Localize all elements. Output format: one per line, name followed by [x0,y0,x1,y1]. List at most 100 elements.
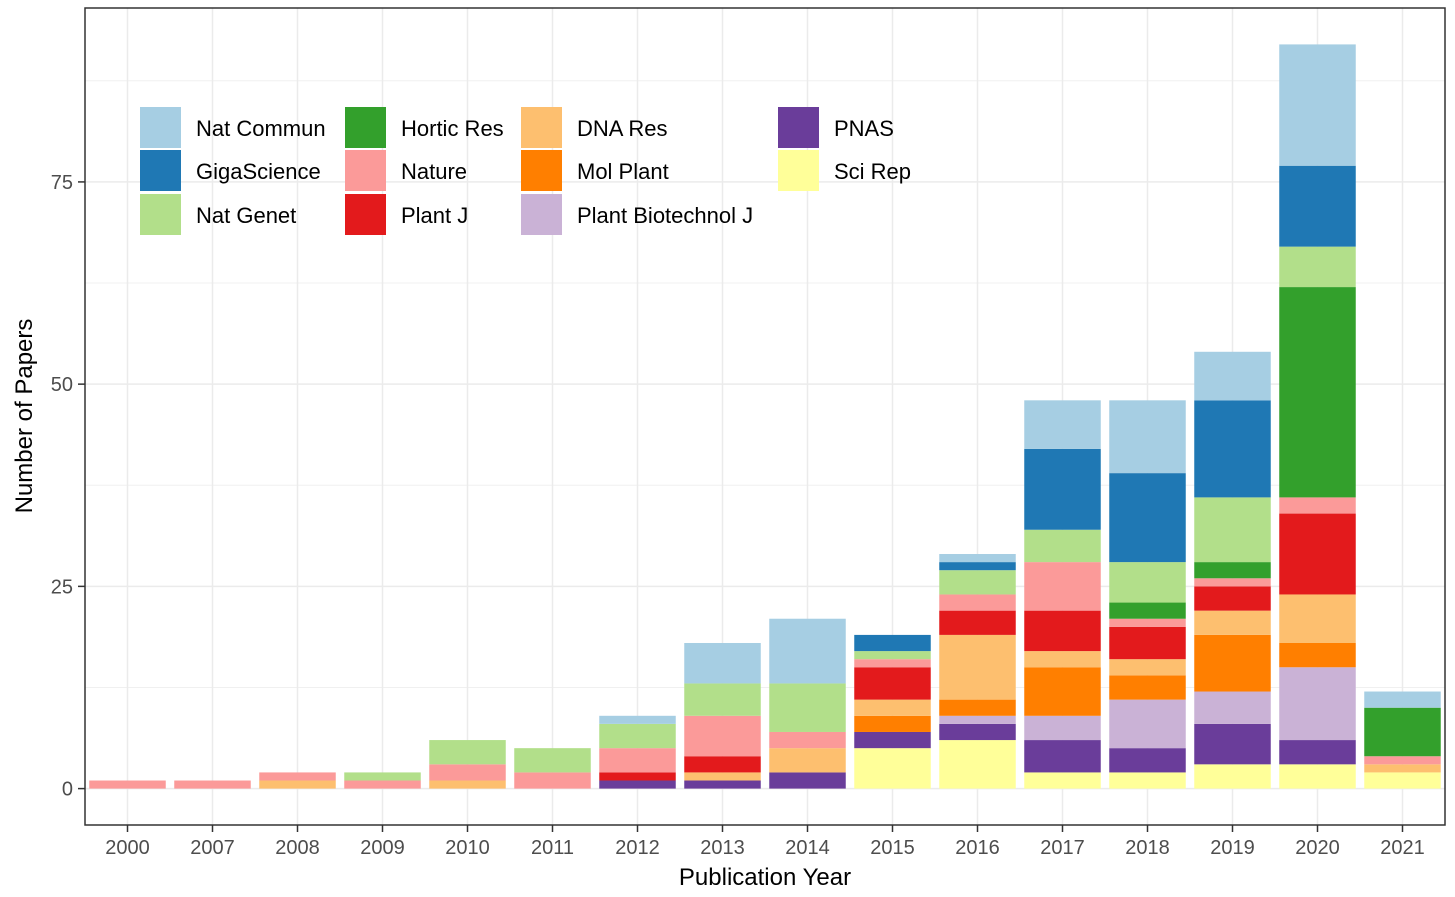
bar-segment [684,756,761,773]
bar-segment [1279,667,1356,741]
bar-segment [259,772,336,781]
legend-label: Plant J [401,203,468,228]
bar-segment [1024,562,1101,611]
bar-segment [1024,529,1101,563]
bar-segment [1364,772,1441,789]
legend-swatch [778,107,819,148]
bar-segment [1109,626,1186,660]
x-tick-label: 2017 [1040,837,1085,859]
bar-segment [939,610,1016,635]
bar-segment [939,554,1016,563]
bar-segment [854,731,931,749]
bar-segment [1279,764,1356,789]
bar-segment [769,731,846,749]
bar-segment [514,772,591,789]
bar-segment [1024,448,1101,530]
legend-label: Mol Plant [577,159,669,184]
bar-segment [769,683,846,732]
bar-segment [1279,287,1356,498]
legend-swatch [521,107,562,148]
bar-segment [174,780,251,789]
bar-segment [1194,497,1271,563]
bar-segment [684,683,761,716]
y-tick-label: 50 [51,374,73,396]
bar-segment [599,748,676,773]
bar-segment [599,780,676,789]
bar-segment [599,723,676,749]
x-tick-label: 2008 [275,837,320,859]
bar-segment [1109,659,1186,676]
legend-label: Nature [401,159,467,184]
bar-segment [1194,764,1271,789]
bar-segment [854,651,931,660]
bar-segment [684,642,761,684]
y-axis: 0 25 50 75 [51,172,85,801]
bar-segment [854,659,931,668]
legend-label: Plant Biotechnol J [577,203,753,228]
x-tick-label: 2021 [1380,837,1425,859]
bar-segment [1194,586,1271,611]
x-tick-label: 2000 [105,837,150,859]
bar-segment [1194,634,1271,692]
legend-swatch [140,150,181,191]
bar-segment [1279,44,1356,166]
bar-segment [1109,473,1186,563]
legend-swatch [345,150,386,191]
bar-segment [1194,691,1271,724]
legend-label: Hortic Res [401,116,504,141]
bar-segment [684,715,761,757]
x-axis: 2000 2007 2008 2009 2010 2011 2012 2013 2014 2015… [105,825,1425,859]
legend-label: Nat Genet [196,203,296,228]
bar-segment [854,699,931,716]
legend-label: DNA Res [577,116,667,141]
bar-segment [769,748,846,773]
bar-segment [429,740,506,765]
x-tick-label: 2019 [1210,837,1255,859]
x-tick-label: 2010 [445,837,490,859]
bar-segment [1024,772,1101,789]
bar-segment [769,618,846,684]
legend-swatch [140,107,181,148]
bar-segment [344,780,421,789]
bar-segment [1024,610,1101,652]
bar-segment [259,780,336,789]
bar-segment [854,667,931,700]
bar-segment [514,748,591,773]
bar-segment [1279,642,1356,668]
bar-segment [429,764,506,781]
x-tick-label: 2015 [870,837,915,859]
bar-segment [1279,246,1356,288]
bar-segment [684,780,761,789]
bar-segment [1024,667,1101,716]
legend-swatch [345,194,386,235]
bar-segment [939,723,1016,741]
x-tick-label: 2007 [190,837,235,859]
legend-swatch [140,194,181,235]
bar-segment [1024,400,1101,449]
bar-segment [1109,748,1186,773]
bar-segment [939,634,1016,700]
legend-swatch [521,150,562,191]
bar-segment [1109,618,1186,627]
bar-segment [1194,562,1271,579]
bar-segment [854,715,931,732]
bar-segment [1109,562,1186,603]
bar-segment [854,634,931,652]
bar-segment [939,699,1016,716]
legend-label: GigaScience [196,159,321,184]
bar-segment [1109,675,1186,700]
bar-segment [939,562,1016,571]
bar-stacks [89,44,1441,789]
bar-segment [684,772,761,781]
bar-segment [1109,400,1186,474]
x-tick-label: 2018 [1125,837,1170,859]
legend: Nat Commun GigaScience Nat Genet Hortic Res… [140,107,911,235]
bar-segment [429,780,506,789]
bar-segment [939,740,1016,789]
bar-segment [854,748,931,789]
bar-segment [599,772,676,781]
bar-segment [1279,165,1356,247]
bar-segment [1364,764,1441,773]
bar-segment [1279,513,1356,595]
